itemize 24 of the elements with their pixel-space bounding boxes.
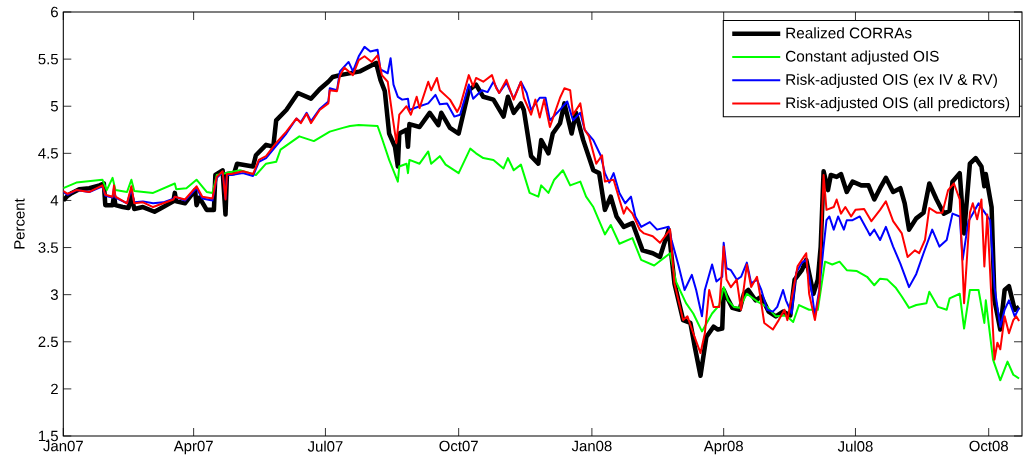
y-tick-label: 6 xyxy=(51,6,58,18)
x-tick-label: Jan07 xyxy=(43,440,83,452)
x-tick-label: Oct08 xyxy=(969,440,1008,452)
y-tick-label: 4.5 xyxy=(38,148,58,159)
legend-label: Constant adjusted OIS xyxy=(785,50,939,65)
y-axis-title: Percent xyxy=(14,198,25,249)
y-tick-label: 5.5 xyxy=(38,53,58,65)
x-tick-label: Oct07 xyxy=(439,440,478,452)
y-tick-label: 3.5 xyxy=(38,242,58,253)
legend-label: Risk-adjusted OIS (all predictors) xyxy=(786,96,1010,112)
x-tick-label: Apr08 xyxy=(703,440,743,455)
y-tick-label: 1.5 xyxy=(38,430,58,442)
x-tick-label: Jul08 xyxy=(837,440,873,452)
y-tick-label: 4 xyxy=(50,195,59,206)
x-tick-label: Apr07 xyxy=(173,440,213,455)
x-tick-label: Jan08 xyxy=(571,440,612,452)
legend-label: Realized CORRAs xyxy=(786,27,912,39)
x-tick-label: Jul07 xyxy=(307,440,343,452)
y-tick-label: 2 xyxy=(51,383,58,395)
line-series xyxy=(63,124,1021,382)
y-tick-label: 3 xyxy=(50,289,58,300)
legend-label: Risk-adjusted OIS (ex IV & RV) xyxy=(786,73,997,88)
y-tick-label: 2.5 xyxy=(38,336,58,348)
y-tick-label: 5 xyxy=(50,101,58,112)
